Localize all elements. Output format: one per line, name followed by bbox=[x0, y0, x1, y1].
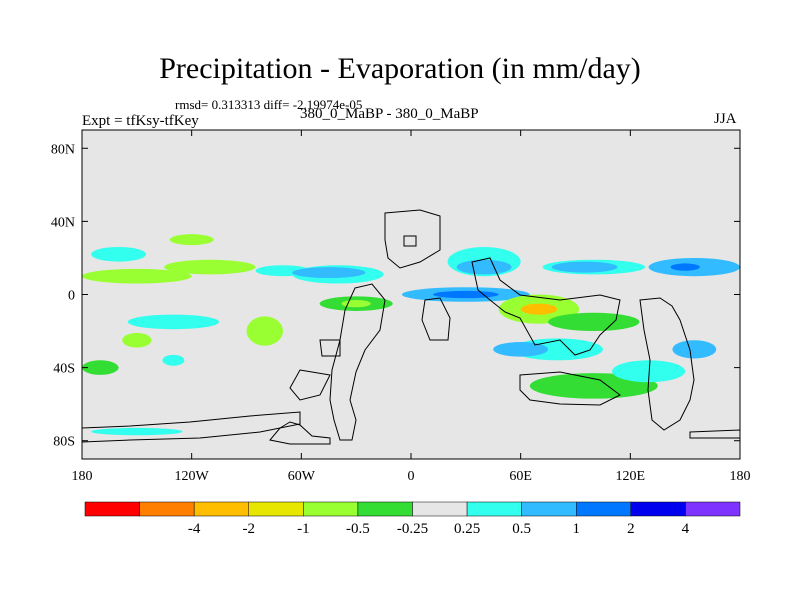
x-tick-label-4: 60E bbox=[509, 469, 532, 484]
anomaly-patch-4 bbox=[292, 267, 366, 279]
anomaly-patch-19 bbox=[122, 332, 152, 348]
colorbar-swatch-1 bbox=[139, 501, 195, 517]
y-tick-label-4: 80S bbox=[53, 435, 75, 450]
y-axis: 80N 40N 0 40S 80S bbox=[51, 142, 740, 450]
colorbar-swatch-3 bbox=[248, 501, 304, 517]
coastline-asia bbox=[471, 257, 621, 356]
x-axis: 180 120W 60W 0 60E 120E 180 bbox=[72, 130, 751, 484]
coastline-antarctic-2 bbox=[289, 369, 331, 401]
colorbar: -4 -2 -1 -0.5 -0.25 0.25 0.5 1 2 4 bbox=[84, 501, 741, 537]
colorbar-swatch-10 bbox=[630, 501, 686, 517]
coastline-island-1 bbox=[319, 339, 341, 357]
anomaly-patch-30 bbox=[91, 427, 183, 436]
colorbar-swatch-6 bbox=[412, 501, 468, 517]
colorbar-label-5: 0.25 bbox=[454, 521, 480, 537]
coastline-island-2 bbox=[403, 235, 417, 247]
stats-text: rmsd= 0.313313 diff= -2.19974e-05 bbox=[175, 97, 363, 112]
anomaly-patch-14 bbox=[432, 290, 499, 299]
colorbar-swatch-7 bbox=[466, 501, 522, 517]
colorbar-swatch-9 bbox=[576, 501, 632, 517]
anomaly-patch-5 bbox=[91, 246, 146, 262]
colorbar-label-6: 0.5 bbox=[512, 521, 531, 537]
coastline-antarctic-1 bbox=[519, 371, 621, 406]
colorbar-label-9: 4 bbox=[682, 521, 690, 537]
colorbar-swatch-0 bbox=[84, 501, 140, 517]
coastline-australia bbox=[639, 297, 695, 431]
colorbar-swatch-5 bbox=[357, 501, 413, 517]
colorbar-label-0: -4 bbox=[188, 521, 201, 537]
experiment-label: Expt = tfKsy-tfKey bbox=[82, 113, 199, 129]
coastline-antarctic-4 bbox=[269, 421, 331, 445]
anomaly-patch-8 bbox=[456, 259, 512, 275]
colorbar-swatch-4 bbox=[303, 501, 359, 517]
colorbar-swatch-11 bbox=[685, 501, 741, 517]
coastlines bbox=[82, 209, 740, 445]
y-tick-label-3: 40S bbox=[53, 362, 75, 377]
anomaly-patch-16 bbox=[341, 299, 371, 308]
x-tick-label-0: 180 bbox=[72, 469, 93, 484]
anomaly-patch-10 bbox=[551, 261, 618, 273]
anomaly-patch-21 bbox=[520, 303, 558, 315]
anomaly-patch-22 bbox=[548, 312, 640, 332]
colorbar-label-7: 1 bbox=[573, 521, 581, 537]
colorbar-label-1: -2 bbox=[243, 521, 256, 537]
x-tick-label-3: 0 bbox=[408, 469, 415, 484]
x-tick-label-1: 120W bbox=[175, 469, 210, 484]
x-tick-label-2: 60W bbox=[288, 469, 316, 484]
x-tick-label-5: 120E bbox=[616, 469, 646, 484]
anomaly-patch-0 bbox=[82, 268, 192, 284]
anomaly-patch-17 bbox=[127, 314, 220, 330]
chart-title: Precipitation - Evaporation (in mm/day) bbox=[159, 52, 641, 85]
coastline-south-america bbox=[329, 283, 386, 441]
colorbar-label-8: 2 bbox=[627, 521, 635, 537]
anomaly-patch-27 bbox=[672, 340, 717, 359]
season-label: JJA bbox=[714, 111, 737, 127]
anomaly-patch-28 bbox=[82, 360, 119, 375]
x-tick-label-6: 180 bbox=[730, 469, 751, 484]
anomaly-patch-29 bbox=[162, 354, 185, 366]
colorbar-label-4: -0.25 bbox=[397, 521, 428, 537]
anomaly-patch-12 bbox=[670, 263, 700, 271]
coastline-north-america bbox=[384, 209, 441, 269]
coastline-antarctic-3 bbox=[82, 411, 301, 443]
y-tick-label-0: 80N bbox=[51, 142, 75, 157]
coastline-island-3 bbox=[689, 429, 740, 439]
anomaly-patch-26 bbox=[612, 360, 686, 383]
colorbar-label-3: -0.5 bbox=[346, 521, 370, 537]
case-label: 380_0_MaBP - 380_0_MaBP bbox=[300, 106, 479, 122]
anomaly-patch-18 bbox=[246, 316, 284, 346]
anomaly-patch-24 bbox=[493, 342, 549, 357]
colorbar-label-2: -1 bbox=[297, 521, 310, 537]
anomaly-patch-1 bbox=[164, 259, 256, 275]
anomaly-layer bbox=[82, 234, 740, 436]
coastline-africa bbox=[421, 297, 451, 341]
y-tick-label-2: 0 bbox=[68, 289, 75, 304]
colorbar-swatch-8 bbox=[521, 501, 577, 517]
anomaly-patch-6 bbox=[169, 234, 214, 246]
colorbar-swatch-2 bbox=[193, 501, 250, 517]
y-tick-label-1: 40N bbox=[51, 215, 75, 230]
